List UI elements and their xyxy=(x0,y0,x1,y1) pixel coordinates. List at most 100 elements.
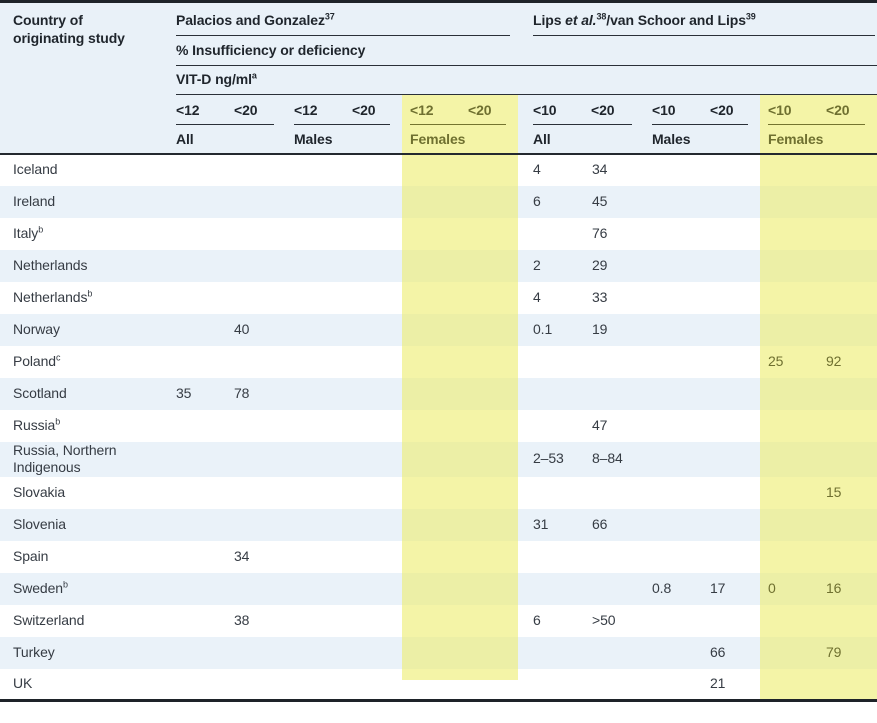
country-cell: Norway xyxy=(0,314,168,346)
value-cell-lips-all-lt10 xyxy=(518,669,584,701)
value-cell-palacios-all-lt20 xyxy=(226,509,286,541)
value-cell-palacios-females-lt12 xyxy=(402,636,460,669)
value-cell-lips-males-lt20 xyxy=(702,410,760,442)
country-cell: Polandc xyxy=(0,346,168,378)
value-cell-lips-males-lt10 xyxy=(644,154,702,186)
value-cell-palacios-females-lt20 xyxy=(460,185,518,218)
value-cell-lips-all-lt10 xyxy=(518,218,584,250)
value-cell-lips-all-lt20 xyxy=(584,669,644,701)
table-row: Switzerland 38 6 >50 xyxy=(0,604,877,637)
value-cell-palacios-females-lt12 xyxy=(402,313,460,346)
value-cell-palacios-males-lt12 xyxy=(286,573,344,605)
value-cell-palacios-females-lt20 xyxy=(460,668,518,701)
value-cell-lips-females-lt10 xyxy=(760,508,818,541)
value-cell-lips-all-lt10: 2 xyxy=(533,256,541,273)
value-cell-palacios-females-lt12 xyxy=(402,281,460,314)
value-cell-palacios-males-lt12 xyxy=(286,509,344,541)
value-cell-lips-all-lt10 xyxy=(518,477,584,509)
table-row: Russiab 47 xyxy=(0,409,877,442)
group-header-all: All xyxy=(168,124,286,155)
value-cell-lips-females-lt10 xyxy=(760,476,818,509)
value-cell-palacios-females-lt12 xyxy=(402,476,460,509)
value-cell-palacios-males-lt20 xyxy=(344,282,402,314)
value-cell-lips-all-lt20: 66 xyxy=(592,515,608,532)
value-cell-palacios-all-lt12 xyxy=(168,218,226,250)
value-cell-palacios-females-lt12 xyxy=(402,249,460,282)
value-cell-palacios-all-lt20 xyxy=(226,442,286,477)
country-cell: Russia, Northern Indigenous xyxy=(0,442,168,477)
study-1-name: Palacios and Gonzalez xyxy=(176,11,325,28)
value-cell-lips-females-lt10: 0 xyxy=(760,572,818,605)
threshold-label: <10 xyxy=(652,101,676,118)
value-cell-palacios-all-lt12 xyxy=(168,605,226,637)
value-cell-lips-females-lt20 xyxy=(818,441,877,477)
value-cell-lips-all-lt10: 4 xyxy=(533,161,541,178)
country-cell: Slovenia xyxy=(0,509,168,541)
value-cell-palacios-females-lt20 xyxy=(460,409,518,442)
country-name: Italy xyxy=(13,224,39,241)
value-cell-palacios-males-lt12 xyxy=(286,605,344,637)
header-measure-row: % Insufficiency or deficiency xyxy=(0,35,877,66)
value-cell-palacios-all-lt20: 40 xyxy=(234,320,250,337)
country-name: Russia xyxy=(13,416,56,433)
header-threshold-row: <12 <20 <12 <20 <12 <20 <10 <20 <10 <20 <10 <20 xyxy=(0,94,877,125)
value-cell-palacios-males-lt12 xyxy=(286,378,344,410)
study-1-ref: 37 xyxy=(324,10,335,21)
value-cell-lips-males-lt10 xyxy=(644,186,702,218)
table-row: UK 21 xyxy=(0,668,877,701)
threshold-pair: <10 <20 xyxy=(533,102,632,125)
table-row: Swedenb 0.8 17 0 16 xyxy=(0,572,877,605)
value-cell-lips-males-lt10: 0.8 xyxy=(652,579,672,596)
value-cell-palacios-all-lt12 xyxy=(168,509,226,541)
column-header-unit: VIT-D ng/mla xyxy=(168,65,877,95)
value-cell-lips-females-lt10: 25 xyxy=(760,345,818,378)
country-cell: Scotland xyxy=(0,378,168,410)
value-cell-palacios-males-lt20 xyxy=(344,410,402,442)
value-cell-palacios-males-lt20 xyxy=(344,573,402,605)
country-cell: Spain xyxy=(0,541,168,573)
country-cell: Switzerland xyxy=(0,605,168,637)
value-cell-palacios-males-lt12 xyxy=(286,250,344,282)
value-cell-lips-males-lt20 xyxy=(702,477,760,509)
value-cell-lips-females-lt10 xyxy=(760,281,818,314)
value-cell-lips-females-lt10 xyxy=(760,668,818,701)
table-container: Country of originating study Palacios an… xyxy=(0,0,877,702)
study-2-title: Lips et al.38/van Schoor and Lips39 xyxy=(533,11,876,36)
value-cell-lips-females-lt20 xyxy=(818,313,877,346)
value-cell-lips-males-lt10 xyxy=(644,477,702,509)
value-cell-lips-all-lt20: >50 xyxy=(592,611,616,628)
value-cell-palacios-females-lt12 xyxy=(402,508,460,541)
value-cell-lips-females-lt20: 15 xyxy=(818,476,877,509)
country-cell: UK xyxy=(0,669,168,701)
value-cell-palacios-males-lt20 xyxy=(344,509,402,541)
value-cell-lips-all-lt10 xyxy=(518,346,584,378)
threshold-pair-females-palacios: <12 <20 xyxy=(402,94,518,125)
value-cell-lips-all-lt20 xyxy=(584,378,644,410)
value-cell-palacios-all-lt20 xyxy=(226,154,286,186)
value-cell-lips-females-lt10 xyxy=(760,636,818,669)
value-cell-palacios-females-lt20 xyxy=(460,153,518,186)
value-cell-palacios-all-lt20 xyxy=(226,669,286,701)
value-cell-lips-females-lt20: 16 xyxy=(818,572,877,605)
country-cell: Ireland xyxy=(0,186,168,218)
value-cell-lips-females-lt20 xyxy=(818,185,877,218)
value-cell-palacios-males-lt20 xyxy=(344,477,402,509)
table-row: Italyb 76 xyxy=(0,217,877,250)
value-cell-palacios-females-lt20 xyxy=(460,604,518,637)
value-cell-lips-all-lt20 xyxy=(584,477,644,509)
value-cell-lips-males-lt10 xyxy=(644,282,702,314)
value-cell-lips-males-lt20: 66 xyxy=(710,643,726,660)
value-cell-palacios-males-lt12 xyxy=(286,442,344,477)
value-cell-palacios-males-lt20 xyxy=(344,541,402,573)
value-cell-palacios-all-lt20 xyxy=(226,477,286,509)
value-cell-palacios-all-lt12 xyxy=(168,186,226,218)
value-cell-lips-males-lt10 xyxy=(644,442,702,477)
value-cell-lips-females-lt20 xyxy=(818,540,877,573)
country-name: Norway xyxy=(13,320,60,337)
threshold-pair-females-lips: <10 <20 xyxy=(760,94,877,125)
threshold-pair: <12 <20 xyxy=(176,102,274,125)
table-row: Spain 34 xyxy=(0,540,877,573)
value-cell-palacios-males-lt20 xyxy=(344,218,402,250)
table-row: Polandc 25 92 xyxy=(0,345,877,378)
value-cell-lips-males-lt10 xyxy=(644,637,702,669)
